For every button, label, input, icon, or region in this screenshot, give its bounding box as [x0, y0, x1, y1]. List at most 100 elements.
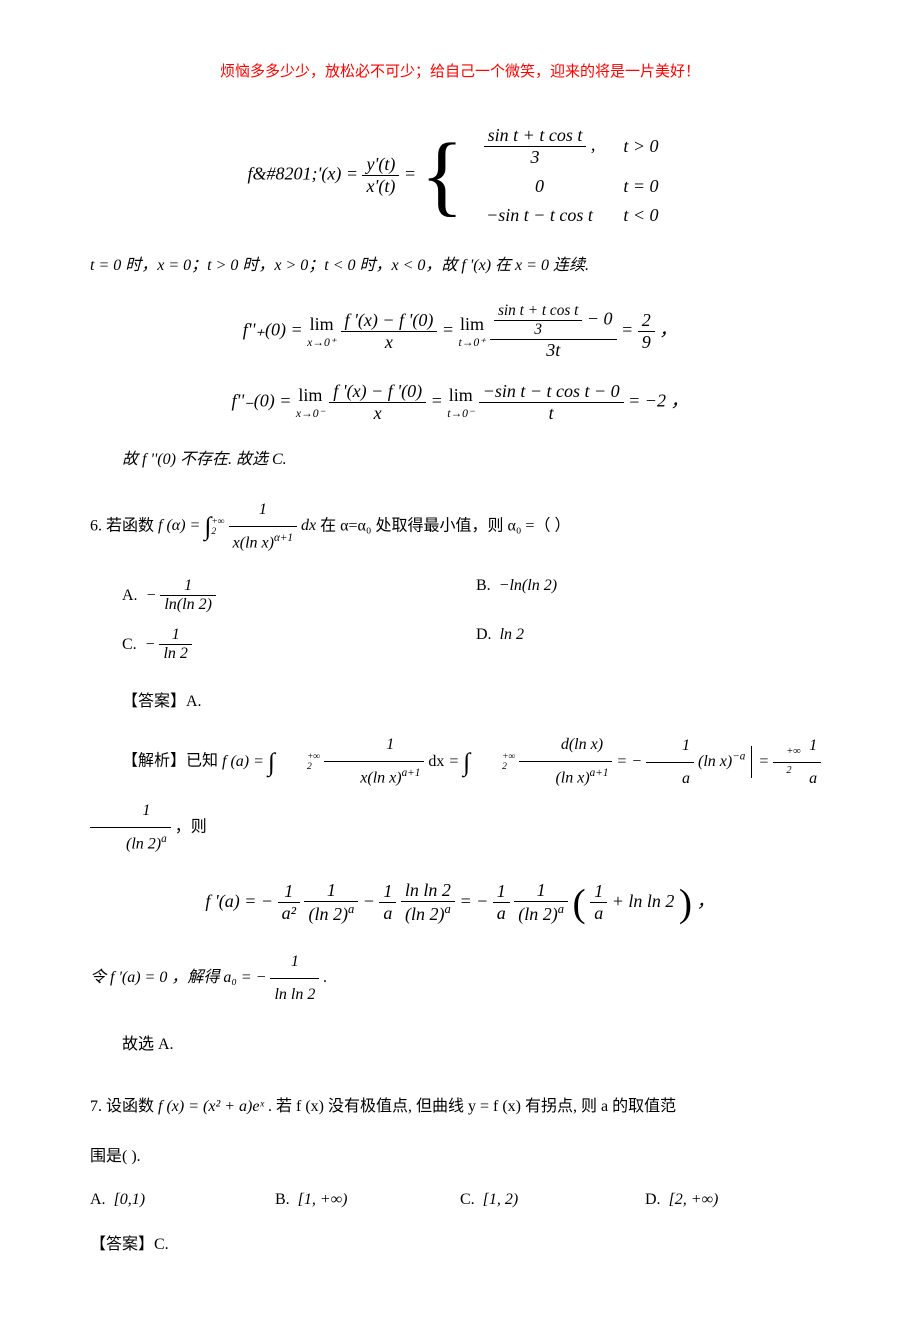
minus: −	[363, 891, 380, 911]
rhs: = −2 ，	[628, 391, 688, 411]
case3-cond: t < 0	[609, 201, 672, 230]
lhs: f''₊(0) =	[243, 320, 307, 340]
eq-fpp-plus: f''₊(0) = lim x→0⁺ f '(x) − f '(0) x = l…	[90, 302, 830, 361]
n: 1	[304, 880, 358, 902]
d: (ln 2)	[308, 904, 348, 924]
q7-stem-a: 设函数	[106, 1098, 158, 1115]
d: x(ln x)	[360, 770, 401, 787]
n: 1	[590, 881, 607, 903]
lim-sub: t→0⁻	[447, 406, 474, 420]
inner-den: 3	[494, 321, 582, 339]
n: 1	[90, 795, 171, 828]
optC-label: C.	[122, 636, 137, 653]
tail: − 0	[582, 309, 612, 329]
n: d(ln x)	[519, 729, 612, 762]
header-quote: 烦恼多多少少，放松必不可少；给自己一个微笑，迎来的将是一片美好！	[90, 60, 830, 81]
optA-den: ln(ln 2)	[160, 596, 216, 614]
n: 1	[514, 880, 568, 902]
lim: lim	[307, 314, 336, 335]
lim: lim	[447, 385, 474, 406]
question-7-cont: 围是( ).	[90, 1141, 830, 1173]
d: a²	[278, 903, 300, 924]
case1-num: sin t + t cos t	[484, 125, 587, 147]
para-continuity: t = 0 时，x = 0；t > 0 时，x > 0；t < 0 时，x < …	[90, 250, 830, 282]
l: 2	[470, 762, 515, 772]
d: a	[590, 903, 607, 924]
eq-fprime-piecewise: f&#8201;'(x) = y'(t) x'(t) = { sin t + t…	[90, 121, 830, 230]
tail: ，则	[175, 818, 207, 835]
q7-options: A. [0,1) B. [1, +∞) C. [1, 2) D. [2, +∞)	[90, 1191, 830, 1209]
q6-stem-a: 若函数	[106, 517, 158, 534]
den: t	[479, 403, 624, 424]
den: x	[341, 332, 438, 353]
case1-den: 3	[484, 147, 587, 168]
q7-stem-b: . 若 f (x) 没有极值点, 但曲线 y = f (x) 有拐点, 则 a …	[268, 1098, 676, 1115]
d: a	[646, 763, 694, 795]
e: a+1	[590, 767, 609, 779]
eu: +∞	[754, 742, 800, 763]
base: (ln x)	[698, 753, 732, 770]
exp: α+1	[274, 532, 293, 544]
lhs: f '(a) = −	[205, 891, 273, 911]
num: y'(t)	[362, 154, 399, 176]
answer-6: 【答案】A.	[90, 687, 830, 711]
q6-f-lhs: f (α) =	[158, 517, 204, 534]
optB: −ln(ln 2)	[499, 577, 557, 594]
end: ，	[697, 891, 715, 911]
n: 1	[379, 881, 396, 903]
num: 1	[229, 494, 297, 527]
e: a	[445, 902, 451, 916]
optD-label: D.	[645, 1191, 661, 1208]
q7-number: 7.	[90, 1098, 102, 1115]
lim: lim	[459, 314, 486, 335]
sol-label: 【解析】已知	[122, 753, 222, 770]
question-7: 7. 设函数 f (x) = (x² + a)eˣ . 若 f (x) 没有极值…	[90, 1091, 830, 1123]
lim: lim	[296, 385, 325, 406]
e: a	[558, 902, 564, 916]
d: (ln x)	[555, 770, 589, 787]
num: f '(x) − f '(0)	[329, 381, 426, 403]
e: a+1	[402, 767, 421, 779]
case2-val: 0	[470, 172, 610, 201]
d: a	[493, 903, 510, 924]
q6-options-row2: C. − 1 ln 2 D. ln 2	[122, 626, 830, 663]
optA-label: A.	[90, 1191, 106, 1208]
d: ln ln 2	[270, 979, 319, 1011]
case3-val: −sin t − t cos t	[470, 201, 610, 230]
int-lower: 2	[211, 527, 224, 537]
lhs: f''₋(0) =	[232, 391, 296, 411]
f-lhs: f (a) =	[222, 753, 268, 770]
eq: = −	[459, 891, 488, 911]
n: ln ln 2	[401, 880, 455, 902]
optA-num: 1	[160, 577, 216, 596]
dx: dx	[301, 517, 316, 534]
n: 1	[324, 729, 424, 762]
d: (ln 2)	[126, 835, 161, 852]
optC-label: C.	[460, 1191, 475, 1208]
inner-num: sin t + t cos t	[494, 302, 582, 321]
q6-options-row1: A. − 1 ln(ln 2) B. −ln(ln 2)	[122, 577, 830, 614]
q6-stem-b: 在 α=α₀ 处取得最小值，则 α₀ =（ ）	[320, 517, 570, 534]
optB: [1, +∞)	[298, 1191, 348, 1208]
optA-label: A.	[122, 587, 138, 604]
u: +∞	[470, 752, 515, 762]
answer-7: 【答案】C.	[90, 1229, 830, 1261]
num: f '(x) − f '(0)	[341, 310, 438, 332]
d: a	[379, 903, 396, 924]
eq-fprime-a: f '(a) = − 1 a² 1 (ln 2)a − 1 a ln ln 2 …	[90, 880, 830, 926]
optC-den: ln 2	[159, 645, 191, 663]
optB-label: B.	[275, 1191, 290, 1208]
p3b: .	[323, 969, 327, 986]
e: −a	[732, 750, 745, 762]
l: 2	[275, 762, 320, 772]
case1-cond: t > 0	[609, 121, 672, 172]
den: 3t	[490, 340, 617, 361]
solution-6-line1: 【解析】已知 f (a) = ∫+∞2 1 x(ln x)a+1 dx = ∫+…	[90, 729, 830, 860]
num: 2	[638, 310, 655, 332]
n: 1	[270, 946, 319, 979]
e: a	[161, 833, 167, 845]
optD-label: D.	[476, 626, 492, 643]
u: +∞	[275, 752, 320, 762]
lim-sub: x→0⁺	[307, 335, 336, 349]
case2-cond: t = 0	[609, 172, 672, 201]
